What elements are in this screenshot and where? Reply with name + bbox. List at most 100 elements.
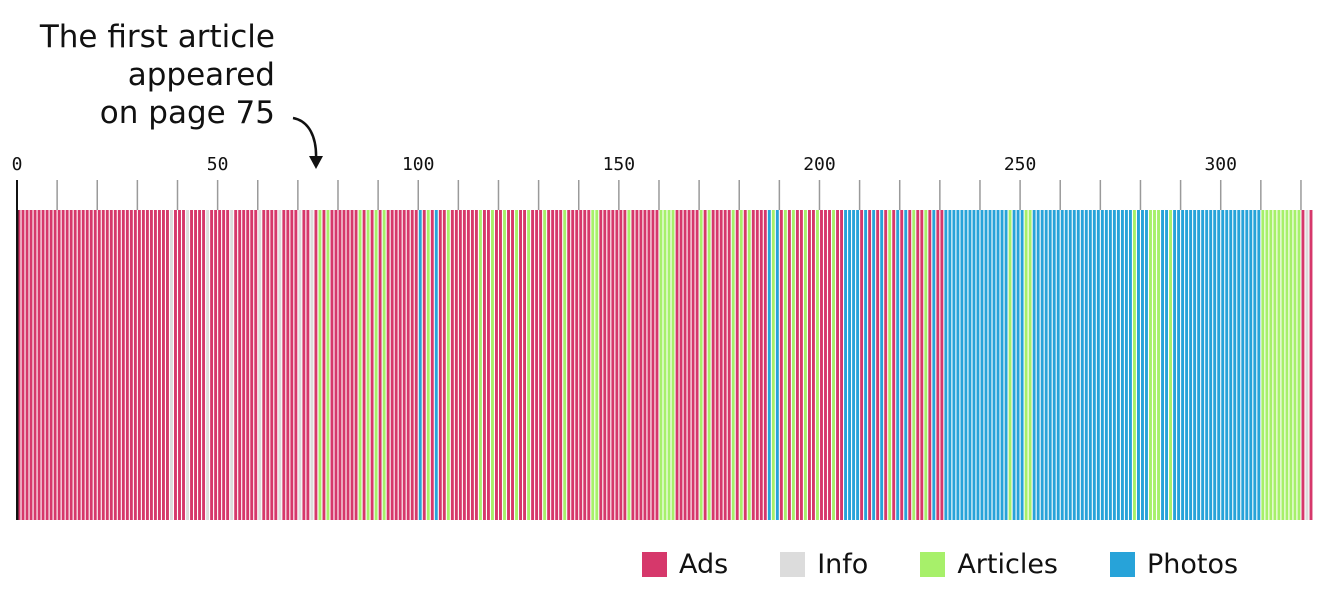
page-bar xyxy=(450,210,454,520)
page-bar xyxy=(1213,210,1217,520)
page-bar xyxy=(406,210,410,520)
page-bar xyxy=(81,210,85,520)
legend-swatch-ads xyxy=(642,551,667,577)
page-bar xyxy=(771,210,775,520)
page-bar xyxy=(250,210,254,520)
page-bar xyxy=(198,210,202,520)
page-bar xyxy=(755,210,759,520)
page-bar xyxy=(603,210,607,520)
legend-swatch-info xyxy=(780,551,806,577)
page-bar xyxy=(394,210,398,520)
page-bar xyxy=(779,210,783,520)
annotation-arrow-head xyxy=(309,156,323,169)
page-bar xyxy=(743,210,747,520)
page-bar xyxy=(438,210,442,520)
page-bar xyxy=(880,210,884,520)
page-bar xyxy=(314,210,318,520)
page-bar xyxy=(583,210,587,520)
page-bar xyxy=(1177,210,1181,520)
legend-label-articles: Articles xyxy=(957,548,1058,580)
page-bar xyxy=(988,210,992,520)
page-bar xyxy=(1052,210,1056,520)
page-bar xyxy=(1297,210,1301,520)
page-bar xyxy=(912,210,916,520)
page-bar xyxy=(920,210,924,520)
page-bar xyxy=(362,210,366,520)
page-bar xyxy=(1237,210,1241,520)
page-bar xyxy=(1153,210,1156,520)
page-bar xyxy=(844,210,848,520)
page-bar xyxy=(824,210,827,520)
page-bar xyxy=(166,210,169,520)
page-bar xyxy=(1108,210,1112,520)
page-bar xyxy=(346,210,350,520)
page-bar xyxy=(519,210,523,520)
page-bar xyxy=(442,210,446,520)
page-bar xyxy=(1012,210,1016,520)
page-bar xyxy=(422,210,426,520)
page-bar xyxy=(1149,210,1152,520)
page-bar xyxy=(539,210,543,520)
x-tick-label: 100 xyxy=(402,154,435,175)
page-bar xyxy=(1056,210,1060,520)
page-bar xyxy=(595,210,599,520)
page-bar xyxy=(727,210,731,520)
page-bar xyxy=(695,210,699,520)
page-bar xyxy=(663,210,667,520)
page-bar xyxy=(101,210,105,520)
page-bar xyxy=(69,210,73,520)
page-bar xyxy=(374,210,378,520)
page-bar xyxy=(1060,210,1064,520)
page-bar xyxy=(446,210,450,520)
page-bar xyxy=(41,210,45,520)
page-bar xyxy=(302,210,306,520)
page-bar xyxy=(563,210,567,520)
page-bar xyxy=(214,210,218,520)
page-bar xyxy=(186,210,189,520)
page-bar xyxy=(334,210,338,520)
page-bar xyxy=(848,210,852,520)
page-bar xyxy=(635,210,639,520)
page-bar xyxy=(1305,210,1309,520)
page-bar xyxy=(787,210,791,520)
page-bar xyxy=(795,210,799,520)
page-bar xyxy=(860,210,864,520)
page-bar xyxy=(515,210,518,520)
page-bar xyxy=(270,210,274,520)
page-bar xyxy=(655,210,659,520)
page-bar xyxy=(952,210,956,520)
page-bar xyxy=(414,210,418,520)
page-bar xyxy=(1040,210,1044,520)
page-bar xyxy=(840,210,843,520)
page-bar xyxy=(1185,210,1189,520)
annotation-arrow xyxy=(292,116,318,161)
legend-item-articles: Articles xyxy=(920,549,1058,580)
page-bar xyxy=(306,210,310,520)
page-bar xyxy=(1225,210,1229,520)
page-bar xyxy=(711,210,715,520)
page-bar xyxy=(900,210,904,520)
page-bar xyxy=(133,210,137,520)
page-bar xyxy=(816,210,819,520)
page-bar xyxy=(85,210,89,520)
page-bar xyxy=(683,210,687,520)
legend-label-photos: Photos xyxy=(1147,548,1239,580)
page-bar xyxy=(97,210,101,520)
page-bar xyxy=(290,210,294,520)
page-bar xyxy=(579,210,583,520)
page-bar xyxy=(1273,210,1277,520)
page-bar xyxy=(390,210,394,520)
page-bar xyxy=(141,210,145,520)
page-bar xyxy=(386,210,390,520)
page-bar xyxy=(884,210,888,520)
page-bar xyxy=(145,210,149,520)
page-bar xyxy=(487,210,490,520)
page-bar xyxy=(89,210,93,520)
page-bar xyxy=(715,210,719,520)
page-bar xyxy=(298,210,302,520)
page-bar xyxy=(972,210,976,520)
page-bar xyxy=(1169,210,1173,520)
page-bar xyxy=(170,210,173,520)
page-bar xyxy=(507,210,510,520)
